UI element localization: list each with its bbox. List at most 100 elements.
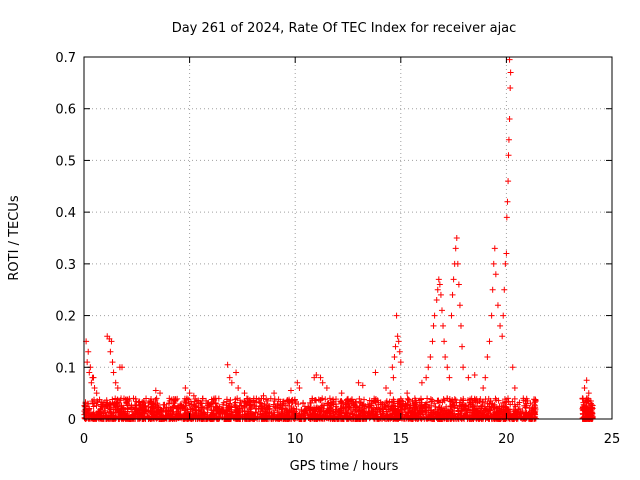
roti-point: [265, 403, 272, 410]
roti-point: [448, 410, 455, 417]
roti-point: [149, 406, 156, 413]
roti-point: [84, 400, 91, 407]
x-axis-label: GPS time / hours: [290, 459, 399, 474]
roti-point: [258, 402, 264, 409]
roti-point: [440, 322, 447, 329]
roti-point: [311, 407, 318, 414]
roti-point: [469, 404, 476, 411]
roti-point: [496, 408, 503, 415]
roti-point: [460, 397, 467, 404]
roti-point: [309, 411, 316, 418]
roti-point: [177, 414, 184, 421]
roti-point: [90, 403, 97, 410]
roti-point: [101, 399, 108, 406]
roti-point: [277, 398, 284, 405]
roti-point: [579, 395, 586, 402]
roti-point: [448, 312, 455, 319]
roti-point: [385, 403, 392, 410]
roti-point: [93, 390, 100, 397]
roti-point: [323, 384, 330, 391]
roti-point: [249, 410, 256, 417]
roti-point: [215, 410, 222, 417]
roti-point: [359, 382, 366, 389]
roti-point: [278, 410, 285, 417]
roti-point: [479, 402, 486, 409]
roti-point: [418, 405, 425, 412]
series-roti: [83, 56, 595, 412]
roti-point: [338, 390, 345, 397]
roti-point: [481, 405, 488, 412]
roti-point: [108, 338, 115, 345]
roti-point: [245, 399, 252, 406]
roti-point: [88, 379, 95, 386]
roti-point: [212, 404, 219, 411]
roti-point: [237, 397, 244, 404]
roti-point: [440, 396, 447, 403]
roti-point: [474, 407, 481, 414]
roti-point: [442, 353, 449, 360]
roti-point: [221, 410, 228, 417]
roti-point: [505, 415, 512, 422]
roti-point: [198, 408, 205, 415]
roti-point: [406, 397, 413, 404]
roti-point: [366, 397, 373, 404]
roti-point: [294, 379, 301, 386]
roti-point: [507, 85, 514, 92]
roti-point: [286, 409, 293, 416]
roti-point: [503, 398, 510, 405]
roti-point: [432, 403, 439, 410]
roti-point: [182, 384, 189, 391]
roti-point: [411, 412, 418, 419]
roti-point: [532, 402, 539, 409]
roti-point: [181, 398, 188, 405]
roti-point: [430, 322, 437, 329]
roti-point: [330, 398, 337, 405]
roti-point: [487, 407, 494, 414]
roti-point: [407, 409, 414, 416]
roti-point: [530, 405, 537, 412]
roti-point: [518, 410, 525, 417]
roti-point: [226, 374, 233, 381]
roti-point: [404, 390, 411, 397]
roti-point: [450, 276, 457, 283]
roti-point: [287, 387, 294, 394]
roti-point: [507, 410, 514, 417]
roti-point: [252, 405, 259, 412]
roti-point: [446, 374, 453, 381]
roti-point: [163, 404, 170, 411]
roti-point: [583, 377, 590, 384]
roti-point: [587, 400, 594, 407]
roti-point: [437, 291, 444, 298]
roti-point: [99, 403, 106, 410]
roti-point: [394, 333, 401, 340]
roti-point: [84, 414, 91, 421]
roti-point: [213, 404, 220, 411]
roti-point: [435, 276, 442, 283]
roti-point: [438, 307, 445, 314]
roti-point: [114, 396, 121, 403]
roti-point: [395, 403, 402, 410]
roti-point: [492, 271, 499, 278]
roti-point: [394, 406, 401, 413]
roti-point: [288, 404, 295, 411]
roti-point: [491, 401, 498, 408]
roti-point: [128, 402, 135, 409]
roti-point: [292, 400, 299, 407]
roti-point: [227, 397, 234, 404]
roti-point: [199, 415, 206, 422]
roti-point: [228, 406, 235, 413]
roti-point: [224, 361, 231, 368]
y-tick-label: 0.5: [55, 154, 76, 169]
x-tick-label: 20: [498, 432, 515, 447]
roti-point: [405, 396, 412, 403]
roti-point: [313, 372, 320, 379]
roti-point: [346, 403, 353, 410]
roti-point: [455, 407, 462, 414]
roti-point: [505, 406, 512, 413]
roti-point: [443, 407, 450, 414]
data-points: [81, 56, 596, 422]
roti-point: [427, 353, 434, 360]
roti-point: [152, 402, 159, 409]
roti-point: [220, 399, 227, 406]
